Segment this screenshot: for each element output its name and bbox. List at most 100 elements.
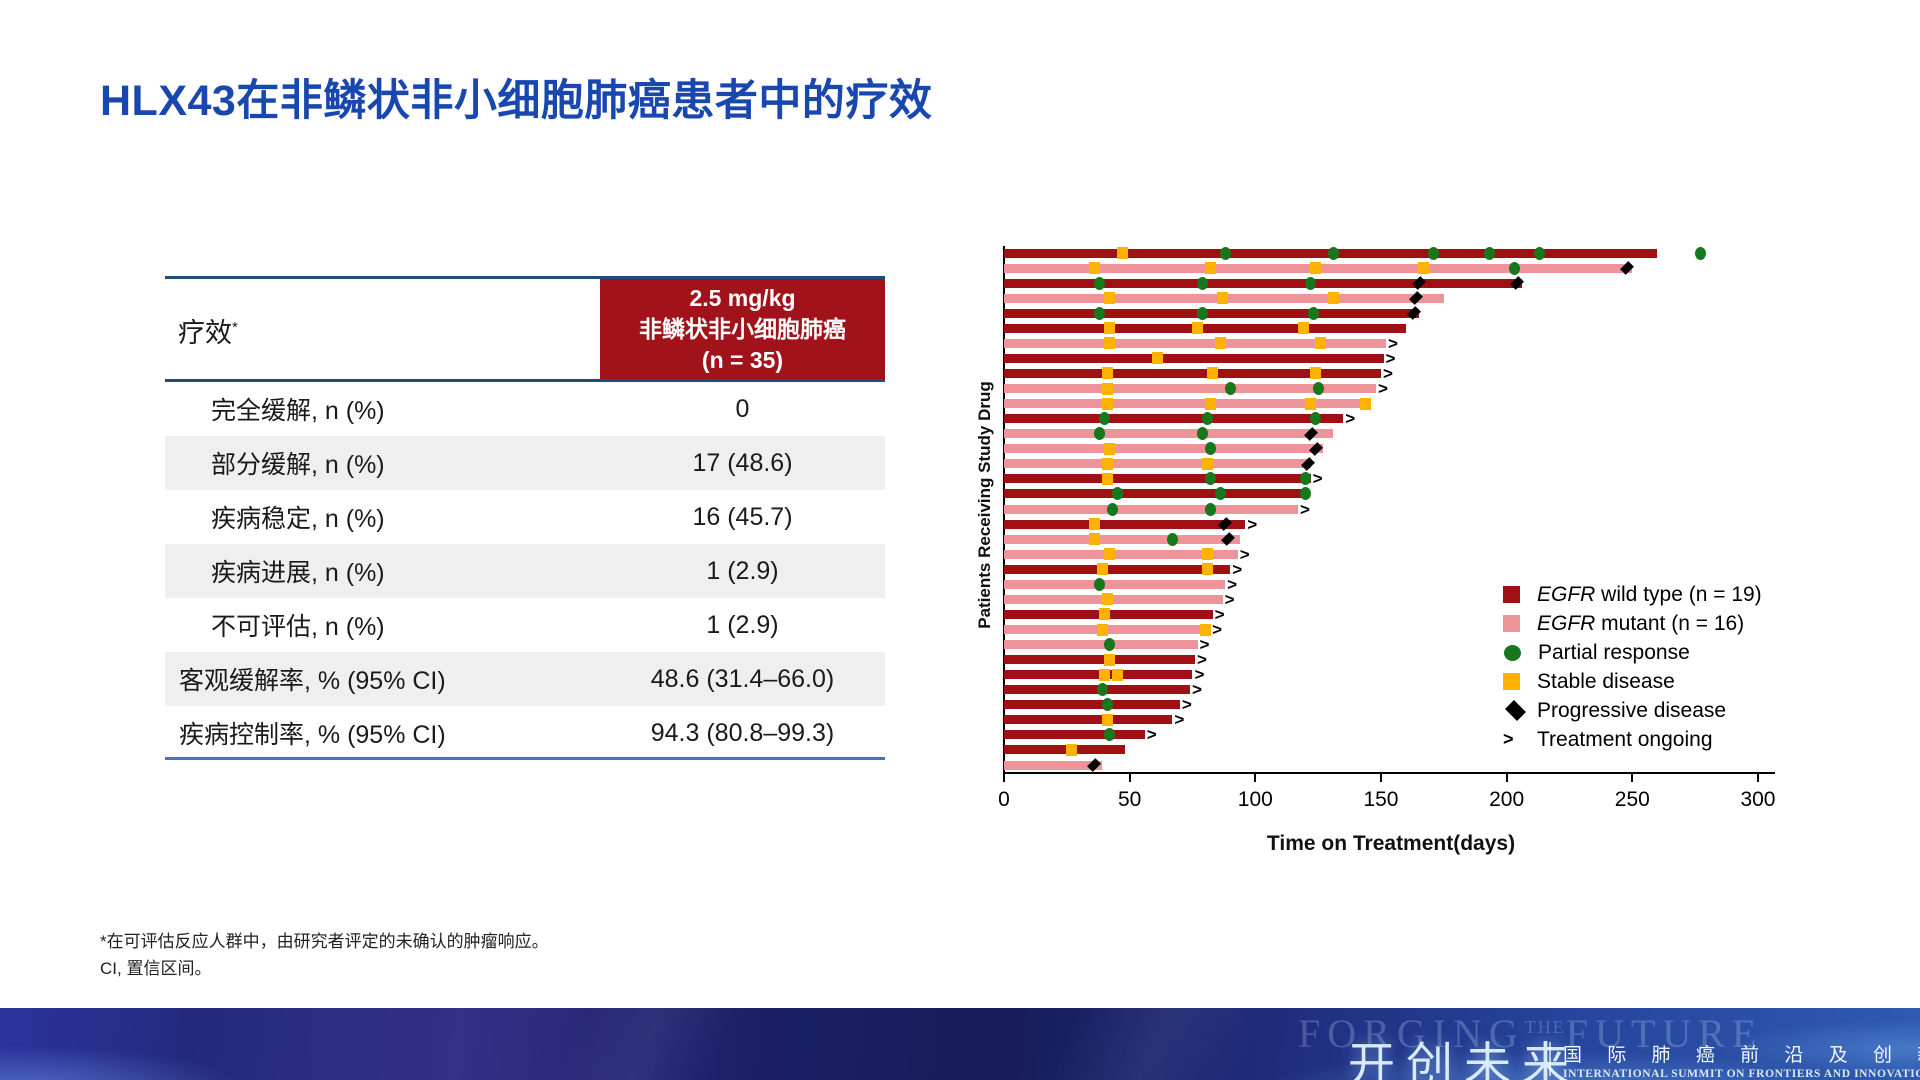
stable-disease-marker bbox=[1327, 292, 1339, 305]
swimmer-bar-wild bbox=[1004, 730, 1145, 740]
row-label: 疾病稳定, n (%) bbox=[211, 505, 385, 533]
swimmer-bar-mutant bbox=[1004, 579, 1226, 589]
swimmer-bar-mutant bbox=[1004, 444, 1324, 454]
stable-disease-marker bbox=[1297, 322, 1309, 335]
table-header-row: 疗效* 2.5 mg/kg 非鳞状非小细胞肺癌 (n = 35) bbox=[165, 279, 885, 379]
legend-label: EGFR wild type (n = 19) bbox=[1537, 582, 1762, 606]
row-label: 不可评估, n (%) bbox=[211, 613, 385, 641]
partial-response-marker bbox=[1508, 261, 1520, 275]
stable-disease-marker bbox=[1088, 262, 1100, 275]
partial-response-marker bbox=[1099, 412, 1111, 426]
treatment-ongoing-icon: > bbox=[1503, 729, 1514, 749]
x-tick-label: 150 bbox=[1363, 788, 1399, 811]
legend-item: > Treatment ongoing bbox=[1503, 725, 1762, 754]
treatment-ongoing-arrow: > bbox=[1377, 379, 1388, 399]
swimmer-bar-mutant bbox=[1004, 459, 1311, 469]
table-row: 完全缓解, n (%) 0 bbox=[165, 382, 885, 436]
x-tick-mark bbox=[1631, 774, 1634, 782]
treatment-ongoing-arrow: > bbox=[1388, 333, 1398, 353]
row-value: 1 (2.9) bbox=[706, 556, 779, 585]
treatment-ongoing-arrow: > bbox=[1197, 650, 1207, 670]
stable-disease-marker bbox=[1111, 668, 1123, 681]
partial-response-marker bbox=[1327, 246, 1339, 260]
swimmer-bar-wild bbox=[1004, 655, 1195, 665]
banner-divider bbox=[1549, 1042, 1551, 1076]
stable-disease-marker bbox=[1116, 247, 1128, 259]
row-value: 94.3 (80.8–99.3) bbox=[650, 718, 835, 747]
partial-response-marker bbox=[1307, 306, 1319, 320]
partial-response-marker bbox=[1224, 382, 1236, 396]
stable-disease-marker bbox=[1202, 548, 1214, 561]
partial-response-marker bbox=[1104, 728, 1116, 742]
treatment-ongoing-arrow: > bbox=[1224, 589, 1235, 609]
x-axis-title: Time on Treatment(days) bbox=[1266, 832, 1516, 855]
stable-disease-marker bbox=[1217, 292, 1229, 305]
swimmer-bar-wild bbox=[1004, 323, 1407, 333]
footnote-line: CI, 置信区间。 bbox=[100, 959, 212, 978]
stable-disease-marker bbox=[1202, 563, 1214, 576]
row-label: 疾病控制率, % (95% CI) bbox=[179, 721, 446, 749]
banner-light-streaks bbox=[0, 1008, 1920, 1080]
treatment-ongoing-arrow: > bbox=[1345, 409, 1356, 429]
stable-disease-marker bbox=[1099, 608, 1111, 621]
swimmer-bar-wild bbox=[1004, 519, 1246, 529]
banner-brand-cn: 开创未来 bbox=[1348, 1040, 1580, 1080]
partial-response-marker bbox=[1483, 246, 1495, 260]
partial-response-marker bbox=[1204, 442, 1216, 456]
swimmer-bar-wild bbox=[1004, 670, 1193, 680]
row-label: 完全缓解, n (%) bbox=[211, 397, 385, 425]
efficacy-table: 疗效* 2.5 mg/kg 非鳞状非小细胞肺癌 (n = 35) 完全缓解, n… bbox=[165, 276, 885, 760]
x-tick-label: 0 bbox=[998, 788, 1010, 811]
egfr-wild-swatch bbox=[1503, 586, 1520, 603]
row-value: 1 (2.9) bbox=[706, 610, 779, 639]
swimmer-bar-mutant bbox=[1004, 504, 1299, 514]
x-tick-mark bbox=[1254, 774, 1257, 782]
stable-disease-marker bbox=[1207, 367, 1219, 380]
stable-disease-marker bbox=[1202, 457, 1214, 470]
x-axis-line bbox=[1003, 772, 1775, 774]
x-tick-label: 300 bbox=[1740, 788, 1776, 811]
table-row: 部分缓解, n (%) 17 (48.6) bbox=[165, 436, 885, 490]
legend-item: Progressive disease bbox=[1503, 696, 1762, 725]
stable-disease-marker bbox=[1096, 623, 1108, 636]
stable-disease-marker bbox=[1214, 337, 1226, 350]
x-tick-mark bbox=[1379, 774, 1382, 782]
partial-response-marker bbox=[1101, 698, 1113, 712]
banner-forum-name-en: INTERNATIONAL SUMMIT ON FRONTIERS AND IN… bbox=[1563, 1068, 1920, 1080]
x-tick-mark bbox=[1128, 774, 1131, 782]
banner-forum-name-cn: 国 际 肺 癌 前 沿 及 创 新 论 坛 bbox=[1563, 1045, 1920, 1066]
stable-disease-marker bbox=[1104, 442, 1116, 455]
stable-disease-marker bbox=[1104, 337, 1116, 350]
stable-disease-marker bbox=[1204, 397, 1216, 410]
row-value: 48.6 (31.4–66.0) bbox=[650, 664, 835, 693]
partial-response-marker bbox=[1202, 412, 1214, 426]
swimmer-bar-mutant bbox=[1004, 549, 1238, 559]
partial-response-marker bbox=[1204, 472, 1216, 486]
treatment-ongoing-arrow: > bbox=[1146, 725, 1157, 745]
swimmer-bar-wild bbox=[1004, 489, 1309, 499]
treatment-ongoing-arrow: > bbox=[1212, 620, 1223, 639]
header-n: (n = 35) bbox=[701, 346, 784, 373]
x-tick-label: 200 bbox=[1489, 788, 1525, 811]
partial-response-marker bbox=[1305, 276, 1317, 290]
x-tick-label: 50 bbox=[1117, 788, 1142, 811]
partial-response-marker bbox=[1197, 427, 1209, 441]
progressive-disease-icon bbox=[1503, 700, 1526, 721]
table-row: 疾病控制率, % (95% CI) 94.3 (80.8–99.3) bbox=[165, 706, 885, 760]
x-tick-label: 100 bbox=[1237, 788, 1273, 811]
treatment-ongoing-arrow: > bbox=[1382, 363, 1393, 383]
swimmer-bar-wild bbox=[1004, 745, 1125, 755]
treatment-ongoing-arrow: > bbox=[1214, 604, 1225, 624]
table-header-rule bbox=[165, 379, 885, 382]
row-label: 部分缓解, n (%) bbox=[211, 451, 385, 479]
treatment-ongoing-arrow: > bbox=[1174, 710, 1185, 730]
partial-response-marker bbox=[1694, 246, 1706, 260]
stable-disease-marker bbox=[1418, 262, 1430, 275]
partial-response-marker bbox=[1219, 246, 1231, 260]
treatment-ongoing-arrow: > bbox=[1191, 680, 1202, 700]
swimmer-bar-wild bbox=[1004, 715, 1173, 725]
stable-disease-marker bbox=[1104, 322, 1116, 335]
row-label: 疾病进展, n (%) bbox=[211, 559, 385, 587]
